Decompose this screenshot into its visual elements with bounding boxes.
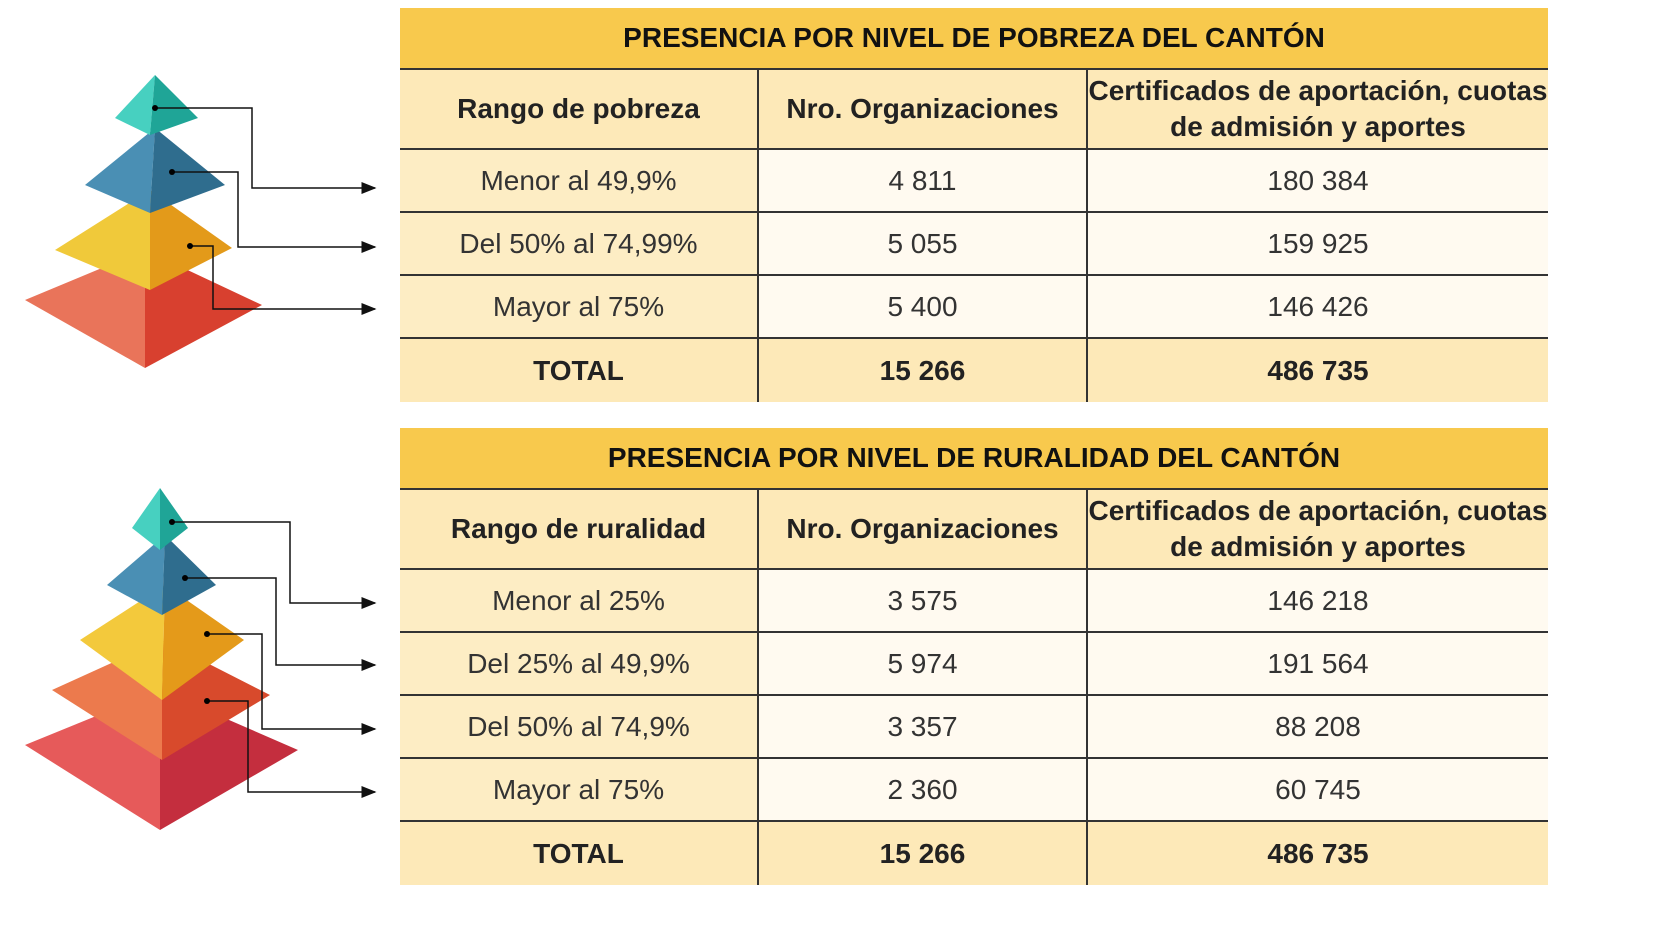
table-cell: Del 50% al 74,99% (400, 213, 757, 274)
table-cell: 3 357 (757, 696, 1086, 757)
pyramid-poverty (25, 75, 375, 368)
table-cell: 146 426 (1086, 276, 1548, 337)
header-cell: Certificados de aportación, cuotas de ad… (1086, 70, 1548, 148)
table-cell: 191 564 (1086, 633, 1548, 694)
table-cell: Mayor al 75% (400, 759, 757, 820)
total-cell: TOTAL (400, 822, 757, 885)
header-cell: Rango de ruralidad (400, 490, 757, 568)
table-cell: Menor al 25% (400, 570, 757, 631)
table-cell: 5 974 (757, 633, 1086, 694)
header-cell: Certificados de aportación, cuotas de ad… (1086, 490, 1548, 568)
header-cell: Nro. Organizaciones (757, 490, 1086, 568)
table-cell: 4 811 (757, 150, 1086, 211)
table-cell: Del 25% al 49,9% (400, 633, 757, 694)
total-cell: 15 266 (757, 822, 1086, 885)
total-cell: 15 266 (757, 339, 1086, 402)
header-cell: Nro. Organizaciones (757, 70, 1086, 148)
table-title: PRESENCIA POR NIVEL DE RURALIDAD DEL CAN… (400, 428, 1548, 490)
table-cell: Menor al 49,9% (400, 150, 757, 211)
total-cell: 486 735 (1086, 822, 1548, 885)
table-cell: 159 925 (1086, 213, 1548, 274)
table-cell: Del 50% al 74,9% (400, 696, 757, 757)
table: PRESENCIA POR NIVEL DE RURALIDAD DEL CAN… (400, 428, 1548, 885)
table-cell: 5 055 (757, 213, 1086, 274)
pyramid-rurality (25, 488, 375, 830)
table-cell: 5 400 (757, 276, 1086, 337)
table-cell: Mayor al 75% (400, 276, 757, 337)
table-cell: 88 208 (1086, 696, 1548, 757)
table-cell: 146 218 (1086, 570, 1548, 631)
table-title: PRESENCIA POR NIVEL DE POBREZA DEL CANTÓ… (400, 8, 1548, 70)
table-cell: 180 384 (1086, 150, 1548, 211)
table-cell: 60 745 (1086, 759, 1548, 820)
total-cell: 486 735 (1086, 339, 1548, 402)
total-cell: TOTAL (400, 339, 757, 402)
header-cell: Rango de pobreza (400, 70, 757, 148)
pyramids (0, 0, 400, 931)
table: PRESENCIA POR NIVEL DE POBREZA DEL CANTÓ… (400, 8, 1548, 402)
table-cell: 3 575 (757, 570, 1086, 631)
page: PRESENCIA POR NIVEL DE POBREZA DEL CANTÓ… (0, 0, 1656, 931)
table-cell: 2 360 (757, 759, 1086, 820)
